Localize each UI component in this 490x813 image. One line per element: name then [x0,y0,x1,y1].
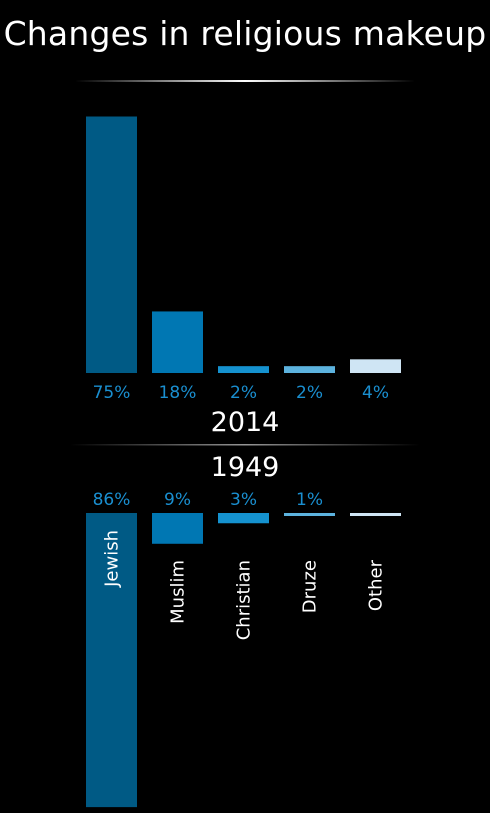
value-label-2014-christian: 2% [230,383,257,403]
year-label-1949: 1949 [210,452,280,483]
value-label-2014-muslim: 18% [159,383,197,403]
bar-1949-muslim [152,513,203,544]
value-labels-1949: 86% 9% 3% 1% [93,490,323,510]
value-label-1949-jewish: 86% [93,490,131,510]
value-labels-2014: 75% 18% 2% 2% 4% [93,383,389,403]
bars-2014 [86,116,401,373]
bar-1949-druze [284,513,335,516]
value-label-1949-christian: 3% [230,490,257,510]
year-label-2014: 2014 [210,407,280,438]
bar-1949-christian [218,513,269,524]
bar-2014-jewish [86,116,137,373]
bar-2014-druze [284,366,335,373]
category-labels: Jewish Muslim Christian Druze Other [102,530,387,640]
value-label-2014-other: 4% [362,383,389,403]
category-label-druze: Druze [300,560,321,613]
category-label-muslim: Muslim [168,560,189,624]
value-label-2014-druze: 2% [296,383,323,403]
title-divider [75,80,415,82]
chart-title: Changes in religious makeup [3,14,487,53]
category-label-jewish: Jewish [102,530,123,588]
category-label-other: Other [366,559,387,611]
bar-1949-jewish [86,513,137,808]
value-label-1949-muslim: 9% [164,490,191,510]
bars-1949 [86,513,401,808]
bar-1949-other [350,513,401,516]
bar-2014-christian [218,366,269,373]
bar-2014-other [350,359,401,373]
value-label-2014-jewish: 75% [93,383,131,403]
bar-2014-muslim [152,311,203,373]
value-label-1949-druze: 1% [296,490,323,510]
year-divider [70,444,420,446]
category-label-christian: Christian [234,560,255,640]
